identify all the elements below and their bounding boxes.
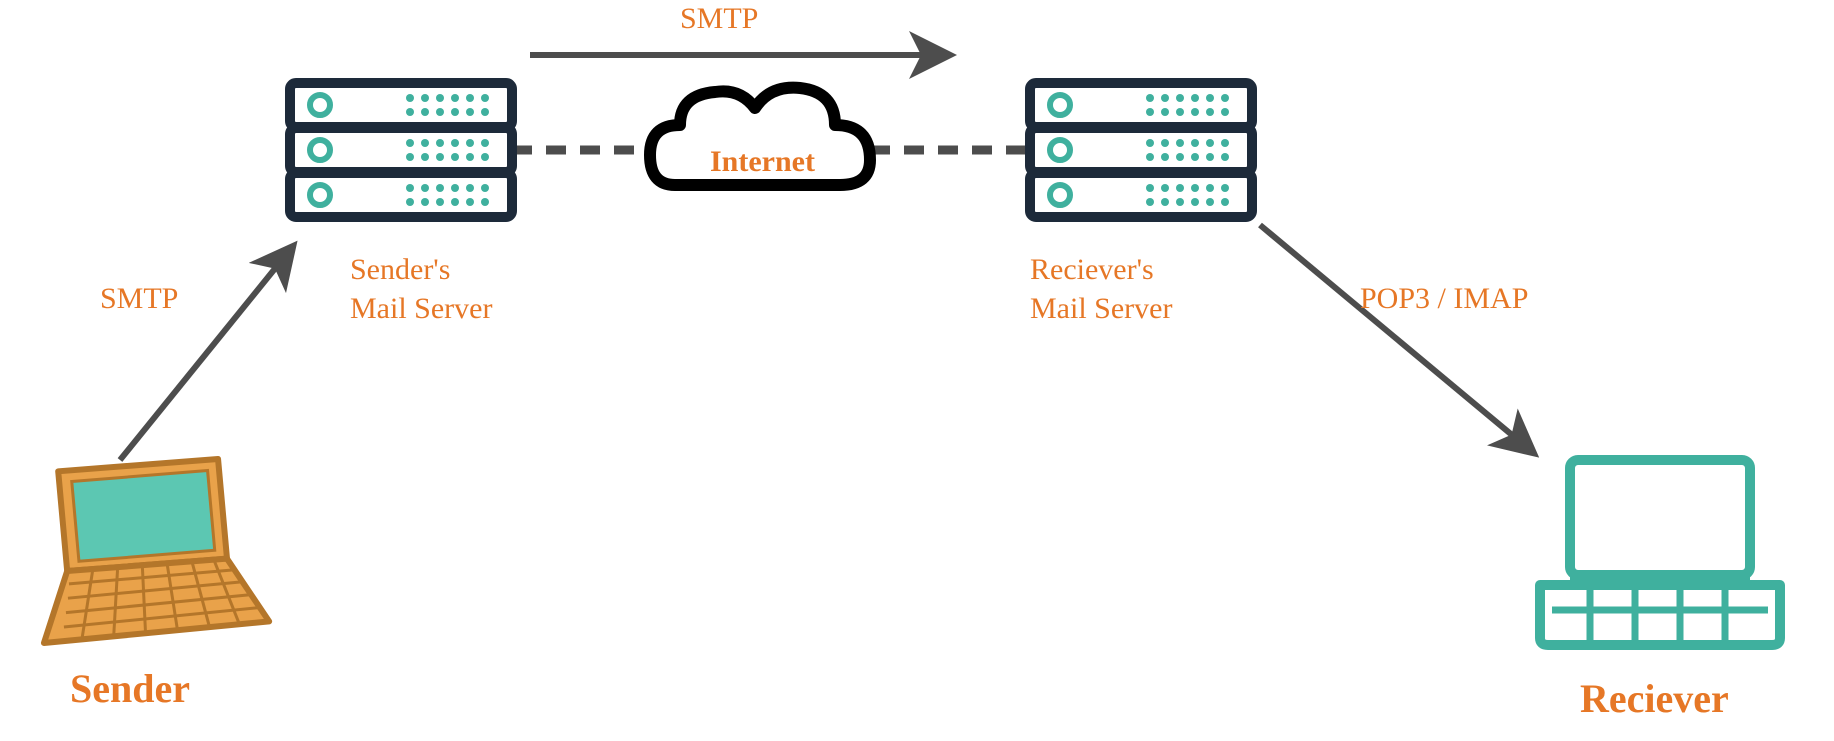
node-label-receiver-server: Reciever's Mail Server (1030, 250, 1172, 328)
sender-server-icon (290, 83, 512, 217)
diagram-canvas (0, 0, 1834, 741)
edge-label-smtp-2: SMTP (680, 2, 758, 36)
node-label-receiver: Reciever (1580, 675, 1729, 722)
arrow-server-to-receiver (1260, 225, 1530, 450)
node-label-sender-server: Sender's Mail Server (350, 250, 492, 328)
receiver-laptop-icon (1540, 460, 1780, 645)
node-label-internet: Internet (710, 145, 815, 179)
receiver-server-icon (1030, 83, 1252, 217)
sender-laptop-icon (21, 445, 270, 653)
node-label-sender: Sender (70, 665, 190, 712)
edge-label-smtp-1: SMTP (100, 282, 178, 316)
edge-label-pop3-imap: POP3 / IMAP (1360, 282, 1528, 316)
